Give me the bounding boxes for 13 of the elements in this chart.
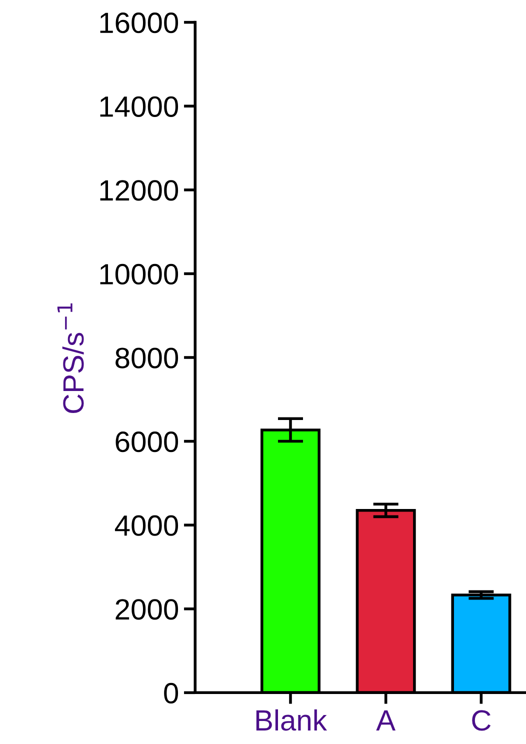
y-tick-label: 6000	[116, 431, 178, 452]
y-tick-label: 14000	[100, 96, 178, 117]
y-tick-label: 10000	[100, 264, 178, 285]
y-tick-label: 4000	[114, 515, 178, 536]
x-tick-label: A	[376, 710, 396, 730]
y-tick-label: 0	[164, 682, 178, 704]
x-tick-label: C	[472, 710, 491, 731]
x-tick-label: Blank	[256, 709, 328, 731]
y-tick-label: 16000	[100, 12, 178, 34]
y-axis-title: CPS/s$^{−1}$	[57, 303, 84, 414]
y-tick-label: 8000	[116, 348, 178, 368]
y-tick-label: 12000	[100, 180, 178, 201]
y-tick-label: 2000	[116, 599, 178, 620]
